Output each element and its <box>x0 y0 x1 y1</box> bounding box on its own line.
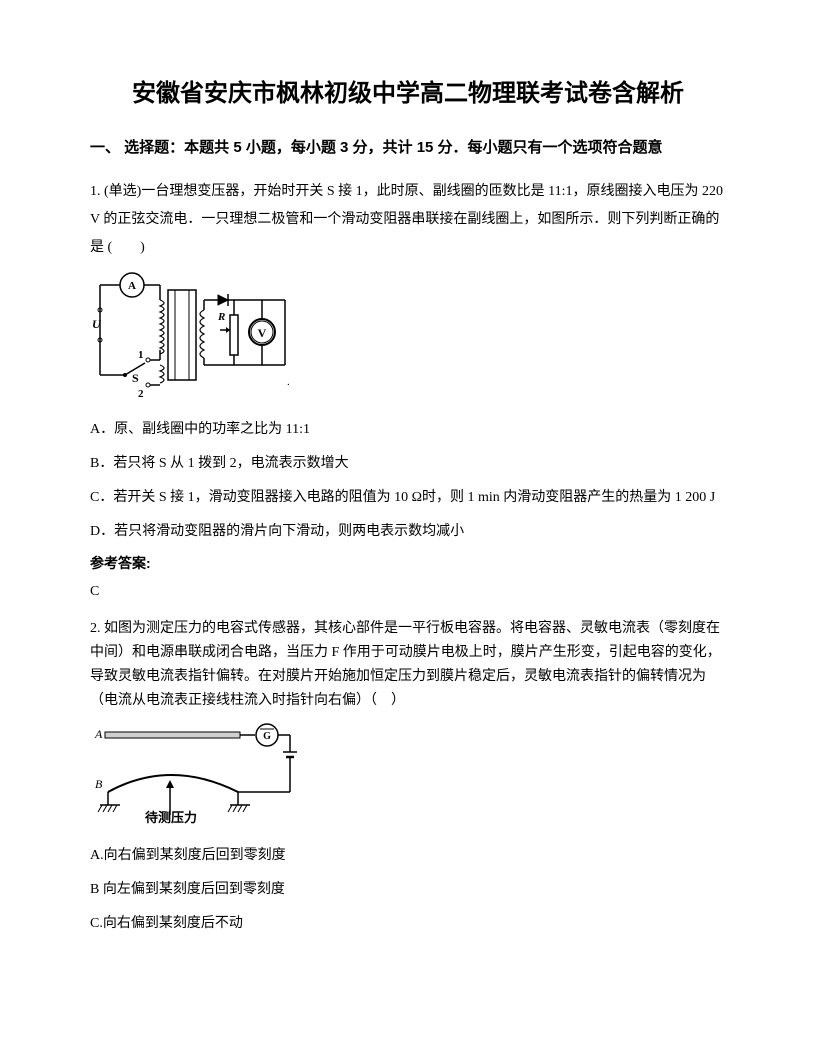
q1-stem: 1. (单选)一台理想变压器，开始时开关 S 接 1，此时原、副线圈的匝数比是 … <box>90 178 726 262</box>
q2-option-a: A.向右偏到某刻度后回到零刻度 <box>90 842 726 870</box>
transformer-circuit-diagram: A U 1 S 2 <box>90 270 290 400</box>
svg-text:B: B <box>95 777 103 791</box>
q1-answer-label: 参考答案: <box>90 552 726 574</box>
svg-text:S: S <box>132 371 139 385</box>
q1-option-b: B．若只将 S 从 1 拨到 2，电流表示数增大 <box>90 450 726 478</box>
q2-option-b: B 向左偏到某刻度后回到零刻度 <box>90 876 726 904</box>
q2-stem: 2. 如图为测定压力的电容式传感器，其核心部件是一平行板电容器。将电容器、灵敏电… <box>90 617 726 712</box>
q1-option-d: D．若只将滑动变阻器的滑片向下滑动，则两电表示数均减小 <box>90 518 726 546</box>
svg-text:A: A <box>128 280 136 292</box>
q2-option-c: C.向右偏到某刻度后不动 <box>90 910 726 938</box>
svg-text:G: G <box>263 731 271 742</box>
svg-text:V: V <box>258 326 267 340</box>
svg-text:.: . <box>287 376 290 388</box>
pressure-label: 待测压力 <box>144 810 197 825</box>
q1-answer: C <box>90 581 726 603</box>
section-header: 一、 选择题：本题共 5 小题，每小题 3 分，共计 15 分．每小题只有一个选… <box>90 137 726 160</box>
svg-text:2: 2 <box>138 388 144 400</box>
q1-option-a: A．原、副线圈中的功率之比为 11:1 <box>90 416 726 444</box>
svg-text:1: 1 <box>138 349 144 361</box>
q1-diagram: A U 1 S 2 <box>90 270 726 409</box>
page-title: 安徽省安庆市枫林初级中学高二物理联考试卷含解析 <box>90 75 726 113</box>
svg-text:R: R <box>217 311 225 323</box>
q1-option-c: C．若开关 S 接 1，滑动变阻器接入电路的阻值为 10 Ω时，则 1 min … <box>90 484 726 512</box>
question-1: 1. (单选)一台理想变压器，开始时开关 S 接 1，此时原、副线圈的匝数比是 … <box>90 178 726 262</box>
capacitor-sensor-diagram: A G B <box>90 720 300 825</box>
svg-text:U: U <box>92 317 102 331</box>
q2-diagram: A G B <box>90 720 726 834</box>
svg-text:A: A <box>94 727 103 741</box>
